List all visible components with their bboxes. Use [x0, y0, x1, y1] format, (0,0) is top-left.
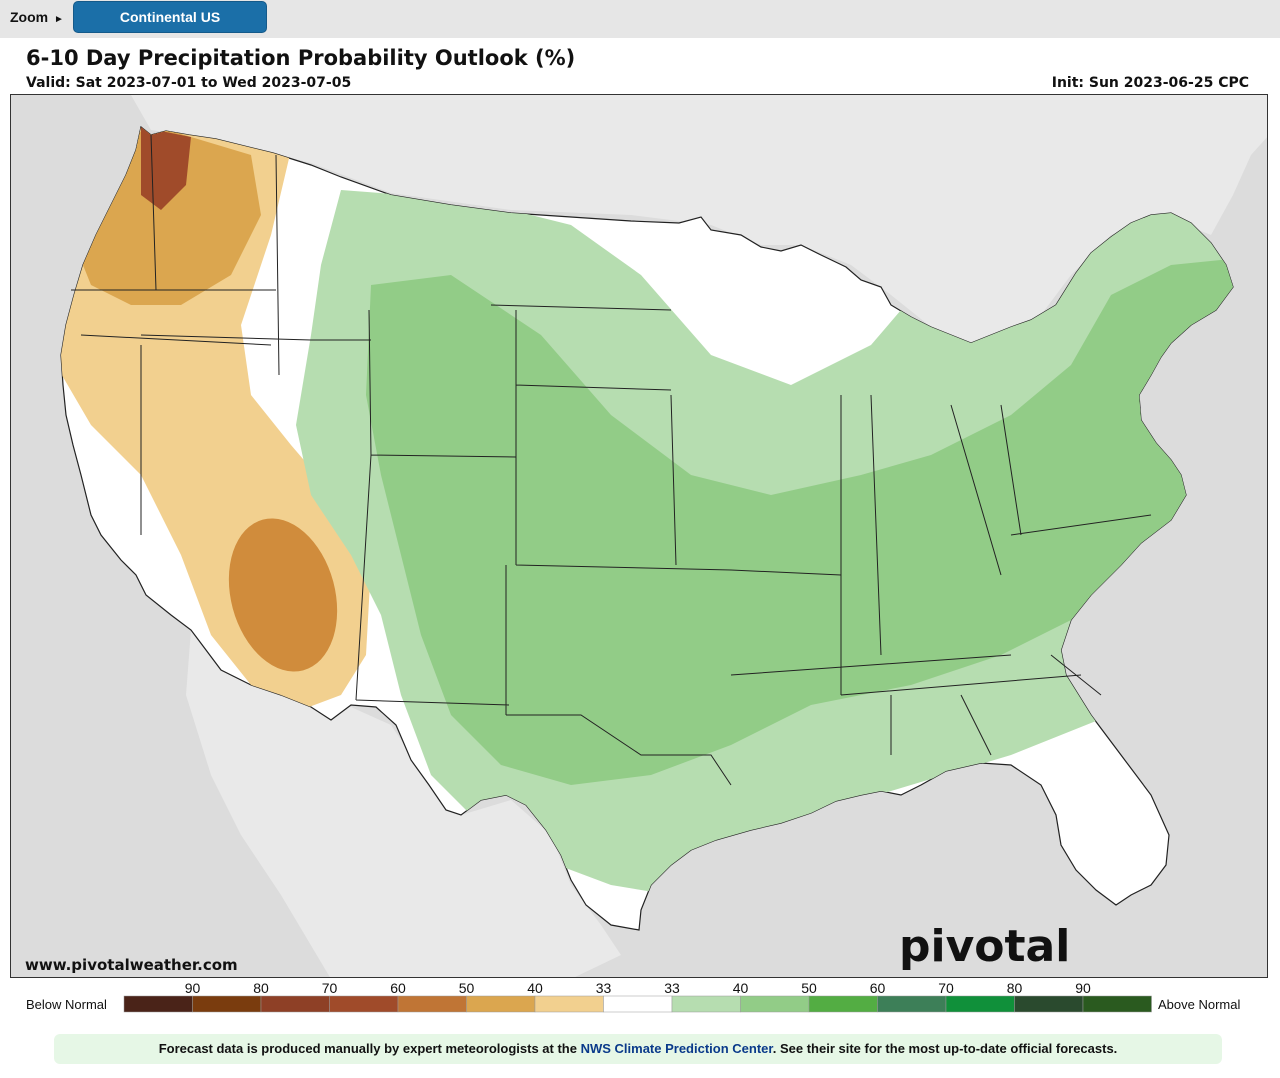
legend-tick-label: 33	[664, 980, 680, 996]
precipitation-map[interactable]: www.pivotalweather.com pivotal weather	[10, 94, 1268, 978]
probability-layers	[61, 127, 1233, 895]
footer-text-before: Forecast data is produced manually by ex…	[158, 1041, 581, 1056]
legend-swatch	[945, 995, 1015, 1013]
cpc-link[interactable]: NWS Climate Prediction Center	[580, 1041, 773, 1056]
legend-tick-label: 40	[527, 980, 543, 996]
legend-tick-label: 33	[596, 980, 612, 996]
footer-text-after: . See their site for the most up-to-date…	[772, 1041, 1118, 1056]
below-60-area	[141, 127, 191, 210]
legend-swatch	[1014, 995, 1084, 1013]
legend-tick-label: 50	[801, 980, 817, 996]
legend-tick-label: 80	[1007, 980, 1023, 996]
legend-tick-label: 80	[253, 980, 269, 996]
legend-tick-label: 90	[185, 980, 201, 996]
state-borders	[71, 134, 1152, 786]
legend-swatch	[603, 995, 673, 1013]
pivotal-weather-logo: pivotal weather	[899, 921, 1103, 977]
legend-tick-label: 90	[1075, 980, 1091, 996]
map-canvas	[11, 95, 1267, 977]
legend-swatch	[123, 995, 193, 1013]
above-40-area	[366, 255, 1233, 785]
zoom-label-text: Zoom	[10, 9, 49, 25]
legend-swatch	[1082, 995, 1152, 1013]
legend-tick-label: 40	[733, 980, 749, 996]
legend-swatch	[466, 995, 536, 1013]
legend-tick-label: 60	[390, 980, 406, 996]
valid-period: Valid: Sat 2023-07-01 to Wed 2023-07-05	[26, 75, 352, 91]
canada-land	[11, 95, 1267, 345]
legend-tick-label: 60	[870, 980, 886, 996]
legend-swatch	[329, 995, 399, 1013]
legend-swatch	[671, 995, 741, 1013]
top-toolbar: Zoom ► Continental US	[0, 0, 1280, 38]
map-title: 6-10 Day Precipitation Probability Outlo…	[26, 46, 576, 70]
zoom-arrow-icon: ►	[54, 14, 64, 25]
zoom-label: Zoom ►	[10, 9, 64, 25]
legend-swatch	[397, 995, 467, 1013]
legend-swatch	[740, 995, 810, 1013]
below-40-area-southwest	[228, 518, 338, 672]
footer-notice: Forecast data is produced manually by ex…	[54, 1034, 1222, 1064]
init-info: Init: Sun 2023-06-25 CPC	[1051, 75, 1249, 91]
legend-swatch	[192, 995, 262, 1013]
legend-swatch	[877, 995, 947, 1013]
region-select-button[interactable]: Continental US	[73, 1, 267, 33]
above-normal-label: Above Normal	[1158, 997, 1241, 1012]
legend-tick-label: 50	[459, 980, 475, 996]
legend-tick-label: 70	[938, 980, 954, 996]
below-normal-label: Below Normal	[26, 997, 107, 1012]
legend-swatch	[260, 995, 330, 1013]
legend-swatch	[534, 995, 604, 1013]
color-legend: 90 80 70 60 50 40 33 33 40 50 60 70 80 90	[0, 980, 1280, 1020]
mexico-land	[186, 630, 621, 977]
legend-bar: 90 80 70 60 50 40 33 33 40 50 60 70 80 90	[123, 980, 1152, 1013]
legend-tick-label: 70	[322, 980, 338, 996]
site-url: www.pivotalweather.com	[25, 956, 238, 974]
legend-swatch	[808, 995, 878, 1013]
